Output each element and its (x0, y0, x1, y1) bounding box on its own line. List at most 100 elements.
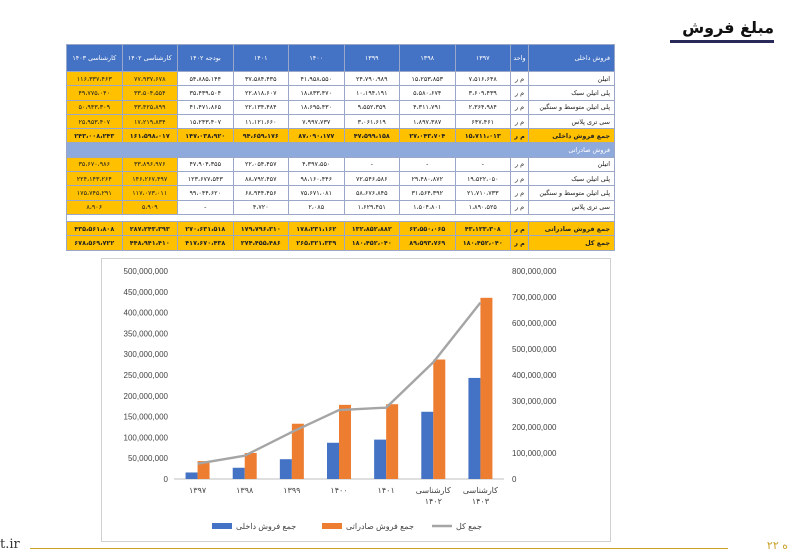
row-label: جمع کل (528, 235, 615, 251)
y-tick-label: 250,000,000 (124, 371, 169, 380)
table-row: اتیلن م ر - - -۴،۳۹۷،۵۵۰ ۲۲،۰۵۴،۴۵۷ ۴۷،۹۰۴،۳۵۵… (66, 156, 615, 173)
footer-rule (30, 548, 728, 549)
table-cell: ۴۱۷،۶۷۰،۴۳۸ (177, 235, 234, 251)
table-cell: ۳،۶۰۹،۴۳۹ (454, 85, 511, 101)
table-cell: ۸۷،۰۹۰،۱۷۷ (288, 128, 345, 144)
chart-svg: 500,000,000 450,000,000 400,000,000 350,000… (124, 267, 558, 531)
y-tick-label: 50,000,000 (128, 454, 169, 463)
sales-chart: 500,000,000 450,000,000 400,000,000 350,000… (101, 258, 611, 542)
y-tick-label: 500,000,000 (124, 267, 169, 276)
table-cell: ۱،۸۹۷،۳۸۷ (399, 113, 456, 130)
table-cell: ۴۱،۴۷۱،۸۶۵ (177, 99, 234, 115)
legend-swatch (322, 523, 342, 529)
table-cell: ۴،۳۹۷،۵۵۰ (288, 156, 345, 173)
row-label: سی تری پلاس (528, 199, 615, 215)
table-cell: ۵۸،۶۷۶،۸۴۵ (343, 185, 400, 201)
table-cell: ۱۱۷،۰۷۳،۰۱۱ (121, 185, 178, 201)
table-cell: ۹،۵۵۲،۳۵۹ (343, 99, 400, 115)
table-cell: ۱۲۳،۶۷۷،۵۴۳ (177, 171, 234, 187)
table-cell: ۱۴۶،۲۶۷،۴۹۷ (121, 171, 178, 187)
table-cell: ۴۷،۵۹۹،۱۵۸ (343, 128, 400, 144)
header-year: ۱۳۹۷ (454, 44, 511, 72)
table-cell: ۱۰،۱۹۴،۱۹۱ (343, 85, 400, 101)
table-row: پلی اتیلن متوسط و سنگین م ر ۲۱،۷۱۰،۷۳۳ ۳۱،۵… (66, 185, 615, 201)
legend-swatch (212, 523, 232, 529)
table-cell: ۲،۳۶۴،۹۸۴ (454, 99, 511, 115)
spacer-row (66, 213, 615, 222)
table-cell: ۳۵،۴۳۹،۵۰۴ (177, 85, 234, 101)
bar-export (197, 461, 210, 479)
table-row: اتیلن م ر ۷،۵۱۶،۶۴۸ ۱۵،۲۵۳،۸۵۳ ۲۴،۷۹۰،۹۸۹ ۴۱،… (66, 70, 615, 87)
header-year: ۱۴۰۱ (232, 44, 289, 72)
table-cell: ۱۴۷،۰۳۸،۹۲۰ (177, 128, 234, 144)
spacer-cell (66, 213, 615, 222)
table-cell: ۷۷،۹۳۷،۶۷۸ (121, 70, 178, 87)
table-cell: ۱۵،۷۱۱،۰۱۳ (454, 128, 511, 144)
bar-domestic (374, 439, 387, 479)
table-cell: ۱۸۰،۴۵۲،۰۴۰ (454, 235, 511, 251)
table-cell: ۶۲،۵۵۰،۰۶۵ (399, 220, 456, 237)
row-unit: م ر (510, 85, 529, 101)
x-tick-label: ۱۴۰۲ (425, 497, 442, 506)
legend-label: جمع فروش صادراتی (346, 522, 414, 531)
x-tick-label: ۱۳۹۷ (189, 486, 207, 495)
table-cell: ۸۸،۷۹۲،۴۵۷ (232, 171, 289, 187)
table-cell: ۱۱۶،۳۳۷،۴۶۳ (66, 70, 123, 87)
table-cell: ۹۸،۱۶۰،۴۴۶ (288, 171, 345, 187)
section-label: فروش صادراتی (66, 142, 615, 158)
y-tick-label: 200,000,000 (124, 392, 169, 401)
table-cell: ۲۶۵،۳۲۱،۳۳۹ (288, 235, 345, 251)
bar-export (386, 404, 399, 479)
table-cell: ۳،۰۶۱،۶۱۹ (343, 113, 400, 130)
table-cell: ۱،۵۰۴،۸۰۱ (399, 199, 456, 215)
header-year: کارشناسی ۱۴۰۲ (121, 44, 178, 72)
page-title: مبلغ فروش (682, 18, 774, 37)
row-unit: م ر (510, 185, 529, 201)
table-cell: ۲۲۴،۱۴۳،۲۶۴ (66, 171, 123, 187)
table-cell: ۴،۳۱۱،۷۹۱ (399, 99, 456, 115)
table-cell: ۸،۹۰۶ (66, 199, 123, 215)
bar-domestic (327, 442, 339, 479)
y-tick-label: 400,000,000 (124, 309, 169, 318)
row-unit: م ر (510, 199, 529, 215)
table-cell: ۵۰،۹۴۳،۳۰۹ (66, 99, 123, 115)
table-cell: ۱۱،۱۲۱،۶۶۰ (232, 113, 289, 130)
bar-domestic (468, 377, 481, 479)
table-cell: ۲۲،۸۱۸،۶۰۷ (232, 85, 289, 101)
legend-label: جمع کل (456, 522, 482, 531)
table-cell: ۲۱،۷۱۰،۷۳۳ (454, 185, 511, 201)
x-tick-label: ۱۴۰۰ (330, 486, 347, 495)
table-cell: ۸۹،۵۹۳،۷۶۹ (399, 235, 456, 251)
table-cell: ۱۶۱،۵۹۸،۰۱۷ (121, 128, 178, 144)
domestic-total-row: جمع فروش داخلی م ر ۱۵،۷۱۱،۰۱۳ ۲۷،۰۴۳،۷۰۴ ۴۷،… (66, 128, 615, 144)
table-cell: ۲۵،۹۵۳،۴۰۷ (66, 113, 123, 130)
table-row: سی تری پلاس م ر ۶۴۷،۴۶۱ ۱،۸۹۷،۳۸۷ ۳،۰۶۱،۶۱۹ ۷… (66, 113, 615, 130)
row-unit: م ر (510, 113, 529, 130)
row-unit: م ر (510, 220, 529, 237)
table-row: پلی اتیلن سبک م ر ۱۹،۵۲۲،۰۵۰ ۲۹،۴۸۰،۸۷۲ ۷۲،۵… (66, 171, 615, 187)
table-header-row: فروش داخلی واحد ۱۳۹۷ ۱۳۹۸ ۱۳۹۹ ۱۴۰۰ ۱۴۰۱… (66, 44, 615, 72)
table-cell: ۶۷۸،۵۶۹،۷۲۲ (66, 235, 123, 251)
line-total (197, 301, 482, 465)
table-cell: ۵،۵۸۰،۶۷۴ (399, 85, 456, 101)
x-tick-label: کارشناسی (463, 486, 498, 495)
row-unit: م ر (510, 235, 529, 251)
bar-export (339, 404, 351, 479)
table-cell: - (399, 156, 456, 173)
table-cell: ۱،۸۹۰،۵۲۵ (454, 199, 511, 215)
table-row: پلی اتیلن متوسط و سنگین م ر ۲،۳۶۴،۹۸۴ ۴،۳۱۱… (66, 99, 615, 115)
table-cell: - (343, 156, 400, 173)
table-cell: ۴۳،۱۲۳،۳۰۸ (454, 220, 511, 237)
table-cell: ۳۳،۸۹۶،۹۷۶ (121, 156, 178, 173)
table-cell: ۱۳۲،۸۵۲،۸۸۲ (343, 220, 400, 237)
legend-label: جمع فروش داخلی (236, 522, 296, 531)
table-cell: ۲۴۳،۰۰۸،۲۴۳ (66, 128, 123, 144)
y2-tick-label: 700,000,000 (512, 293, 557, 302)
row-unit: م ر (510, 128, 529, 144)
y-tick-label: 150,000,000 (124, 413, 169, 422)
y-tick-label: 0 (164, 475, 169, 484)
table-cell: ۳۳،۴۲۵،۸۹۹ (121, 99, 178, 115)
row-label: پلی اتیلن متوسط و سنگین (528, 99, 615, 115)
table-cell: ۷۵،۶۷۱،۰۸۱ (288, 185, 345, 201)
row-label: پلی اتیلن متوسط و سنگین (528, 185, 615, 201)
